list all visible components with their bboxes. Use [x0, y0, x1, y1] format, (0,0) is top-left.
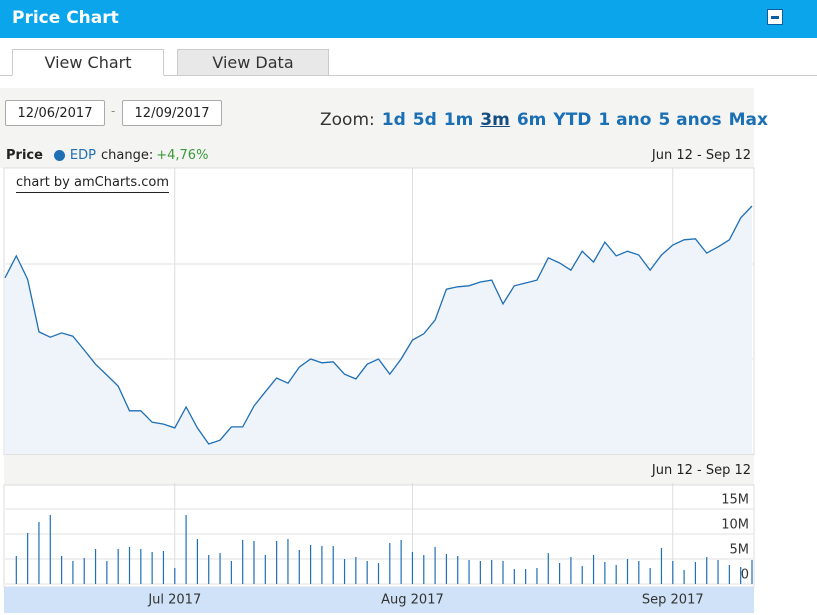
- date-from[interactable]: 12/06/2017: [5, 100, 105, 126]
- price-line: [4, 205, 753, 445]
- range-label: Jun 12 - Sep 12: [651, 148, 751, 163]
- zoom: Zoom: 1d 5d 1m 3m 6m YTD 1 ano 5 anos Max: [320, 110, 768, 130]
- x-tick-label: Jul 2017: [147, 593, 201, 608]
- tab-border: [0, 75, 817, 76]
- x-axis-bar: [4, 587, 754, 613]
- zoom-option[interactable]: Max: [728, 110, 768, 130]
- zoom-option[interactable]: 1m: [443, 110, 474, 130]
- volume-header-bg: [4, 455, 754, 485]
- zoom-option[interactable]: YTD: [553, 110, 592, 130]
- x-tick-label: Aug 2017: [381, 593, 444, 608]
- zoom-label: Zoom:: [320, 110, 375, 130]
- change-label: change:: [101, 148, 154, 163]
- y-tick-label: 10M: [721, 518, 749, 533]
- legend-title: Price: [6, 148, 43, 163]
- credit[interactable]: chart by amCharts.com: [16, 175, 170, 193]
- tab[interactable]: View Chart: [12, 49, 164, 76]
- zoom-option[interactable]: 5 anos: [658, 110, 722, 130]
- legend: Price EDP change: +4,76%: [6, 148, 208, 163]
- zoom-option[interactable]: 5d: [412, 110, 437, 130]
- zoom-option[interactable]: 6m: [516, 110, 547, 130]
- minimize-button[interactable]: [767, 9, 783, 25]
- zoom-option[interactable]: 1 ano: [598, 110, 652, 130]
- y-tick-label: 0: [741, 568, 749, 583]
- y-tick-label: 15M: [721, 493, 749, 508]
- x-tick-label: Sep 2017: [642, 593, 704, 608]
- legend-series[interactable]: EDP: [69, 148, 96, 163]
- zoom-option[interactable]: 1d: [381, 110, 406, 130]
- change-value: +4,76%: [156, 148, 209, 163]
- y-tick-label: 5M: [730, 543, 750, 558]
- header: Price Chart: [0, 0, 817, 38]
- zoom-option[interactable]: 3m: [480, 110, 510, 130]
- legend-marker: [53, 150, 65, 161]
- price-area: [5, 206, 752, 454]
- range-label: Jun 12 - Sep 12: [651, 463, 751, 478]
- tab[interactable]: View Data: [177, 49, 329, 76]
- title: Price Chart: [12, 8, 119, 28]
- date-separator: -: [111, 104, 116, 118]
- date-to[interactable]: 12/09/2017: [122, 100, 222, 126]
